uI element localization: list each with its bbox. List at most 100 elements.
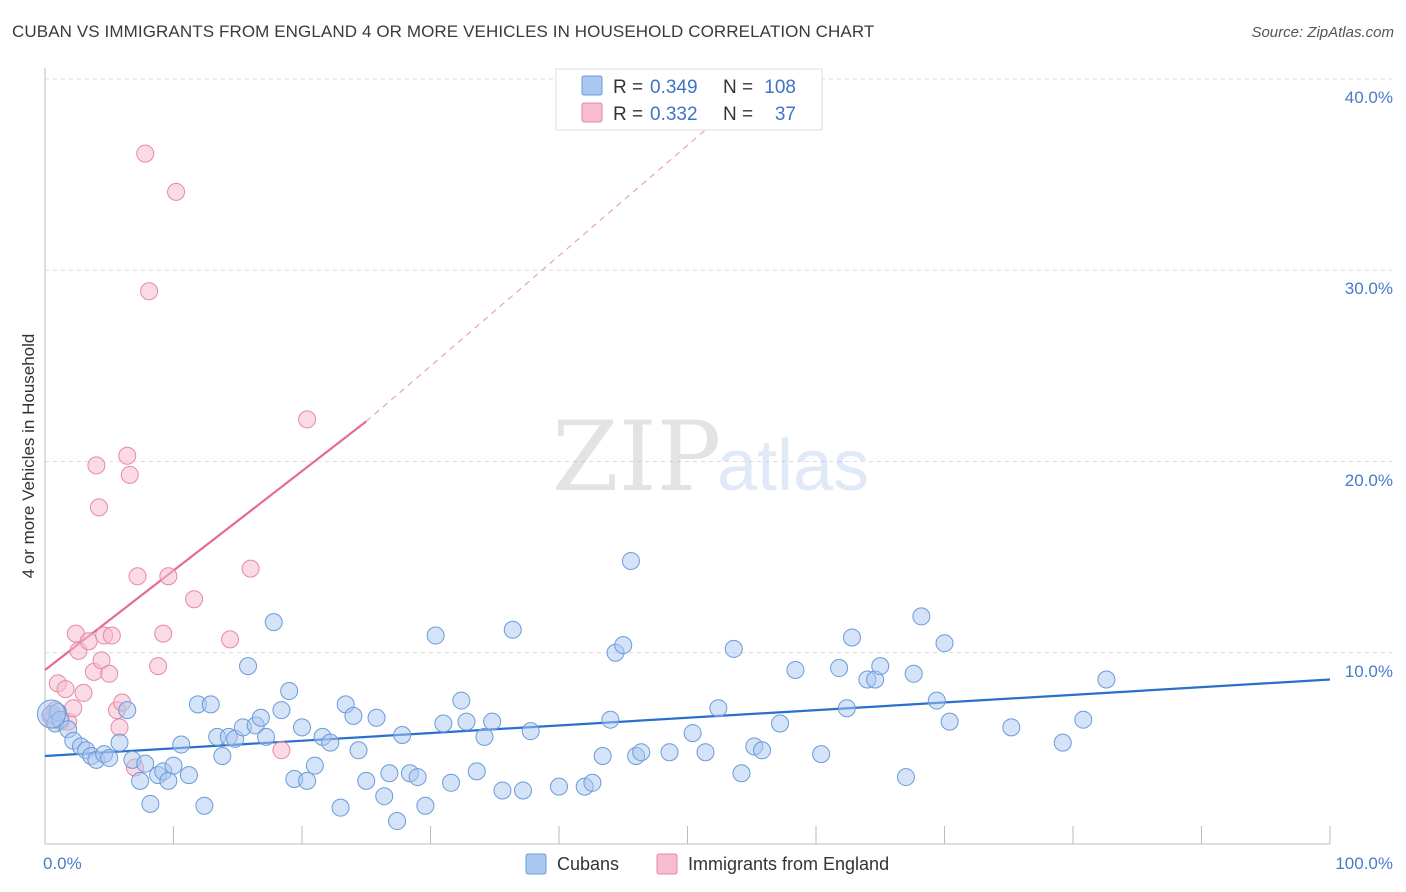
cubans-point xyxy=(367,708,386,727)
stats-legend-n-label: N = xyxy=(723,77,753,98)
cubans-point xyxy=(683,724,702,743)
cubans-point xyxy=(812,745,831,764)
cubans-point xyxy=(912,607,931,626)
cubans-point xyxy=(771,714,790,733)
cubans-point xyxy=(940,712,959,731)
cubans-point xyxy=(935,634,954,653)
cubans-point xyxy=(201,695,220,714)
stats-legend-r-value: 0.349 xyxy=(650,77,698,98)
cubans-point xyxy=(830,659,849,678)
cubans-point xyxy=(514,781,533,800)
england-point xyxy=(89,498,108,517)
cubans-point xyxy=(583,773,602,792)
chart-title: CUBAN VS IMMIGRANTS FROM ENGLAND 4 OR MO… xyxy=(12,22,875,41)
cubans-point xyxy=(388,812,407,831)
cubans-point xyxy=(141,794,160,813)
cubans-point xyxy=(927,691,946,710)
cubans-point xyxy=(159,771,178,790)
england-point xyxy=(110,718,129,737)
bottom-legend: Cubans Immigrants from England xyxy=(525,853,889,875)
england-point xyxy=(167,182,186,201)
cubans-point xyxy=(110,733,129,752)
cubans-point xyxy=(375,787,394,806)
england-point xyxy=(140,282,159,301)
watermark-zip: ZIP xyxy=(552,401,721,513)
cubans-point xyxy=(601,710,620,729)
cubans-point xyxy=(213,747,232,766)
cubans-point xyxy=(36,699,66,729)
cubans-point xyxy=(305,756,324,775)
cubans-point xyxy=(321,733,340,752)
england-point xyxy=(102,626,121,645)
england-point xyxy=(100,664,119,683)
cubans-point xyxy=(251,708,270,727)
cubans-point xyxy=(118,701,137,720)
cubans-point xyxy=(632,743,651,762)
england-point xyxy=(298,410,317,429)
england-point xyxy=(56,680,75,699)
cubans-point xyxy=(1097,670,1116,689)
cubans-point xyxy=(621,551,640,570)
cubans-point xyxy=(521,722,540,741)
stats-legend-r-label: R = xyxy=(613,77,643,98)
series-england-points xyxy=(41,144,317,777)
bottom-legend-label-cubans: Cubans xyxy=(557,854,619,874)
x-tick-marks xyxy=(44,826,1331,844)
england-point xyxy=(118,446,137,465)
cubans-point xyxy=(696,743,715,762)
cubans-point xyxy=(457,712,476,731)
stats-legend-n-value: 108 xyxy=(764,77,796,98)
cubans-point xyxy=(426,626,445,645)
bottom-legend-swatch-cubans xyxy=(525,853,547,875)
cubans-point xyxy=(660,743,679,762)
cubans-point xyxy=(257,727,276,746)
cubans-point xyxy=(344,706,363,725)
y-tick-label: 20.0% xyxy=(1345,471,1393,490)
cubans-point xyxy=(434,714,453,733)
cubans-point xyxy=(349,741,368,760)
cubans-point xyxy=(550,777,568,796)
cubans-point xyxy=(264,613,283,632)
stats-legend: R = 0.349 N = 108 R = 0.332 N = 37 xyxy=(555,68,823,131)
cubans-point xyxy=(357,771,376,790)
england-point xyxy=(87,456,106,475)
watermark: ZIP atlas xyxy=(552,401,869,513)
series-cubans-points xyxy=(36,551,1116,831)
cubans-point xyxy=(293,718,311,737)
trendline-cubans xyxy=(44,678,1331,758)
cubans-point xyxy=(164,756,183,775)
cubans-point xyxy=(1053,733,1072,752)
cubans-point xyxy=(503,620,522,639)
cubans-point xyxy=(408,768,427,787)
watermark-atlas: atlas xyxy=(717,426,869,506)
cubans-point xyxy=(298,771,317,790)
england-point xyxy=(241,559,260,578)
cubans-point xyxy=(475,727,494,746)
cubans-point xyxy=(467,762,486,781)
stats-legend-r-value: 0.332 xyxy=(650,104,698,125)
cubans-point xyxy=(1002,718,1021,737)
cubans-point xyxy=(593,747,612,766)
x-tick-label: 100.0% xyxy=(1335,854,1393,873)
y-axis-label: 4 or more Vehicles in Household xyxy=(19,334,38,579)
cubans-point xyxy=(239,657,258,676)
england-point xyxy=(92,651,111,670)
cubans-point xyxy=(483,712,502,731)
stats-legend-r-label: R = xyxy=(613,104,643,125)
cubans-point xyxy=(896,768,915,787)
cubans-point xyxy=(100,748,119,767)
england-point xyxy=(136,144,155,163)
cubans-point xyxy=(709,699,728,718)
cubans-point xyxy=(724,639,743,658)
england-point xyxy=(128,567,147,586)
cubans-point xyxy=(195,796,214,815)
cubans-point xyxy=(131,771,150,790)
cubans-point xyxy=(614,636,633,655)
cubans-point xyxy=(837,699,856,718)
stats-legend-swatch-blue xyxy=(581,75,603,96)
england-point xyxy=(149,657,168,676)
stats-legend-n-value: 37 xyxy=(775,104,796,125)
cubans-point xyxy=(1074,710,1093,729)
cubans-point xyxy=(442,773,461,792)
england-point xyxy=(120,465,139,484)
